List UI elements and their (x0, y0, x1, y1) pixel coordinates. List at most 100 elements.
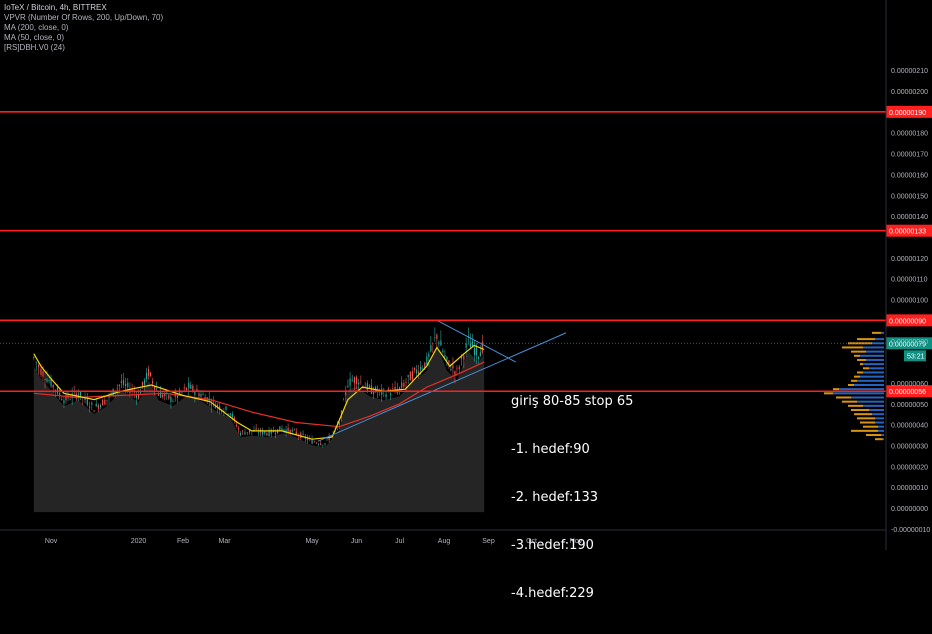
candle-body (300, 432, 302, 439)
candle-body (289, 429, 291, 435)
candle-body (385, 394, 387, 398)
symbol-title[interactable]: IoTeX / Bitcoin, 4h, BITTREX (4, 3, 107, 12)
candle-body (248, 429, 251, 433)
candle-body (99, 404, 102, 408)
candle-body (295, 431, 297, 435)
candle-body (460, 355, 463, 359)
candle-body (91, 402, 93, 405)
candle-body (114, 391, 116, 394)
volume-bar-up (863, 346, 884, 349)
candle-body (463, 355, 465, 360)
candle-body (454, 371, 456, 376)
candle-body (465, 343, 467, 348)
candle-body (181, 391, 183, 393)
candle-body (116, 388, 118, 389)
candle-body (48, 379, 50, 382)
candle-body (467, 336, 470, 337)
volume-bar-up (875, 338, 884, 341)
text-annotation[interactable]: giriş 80-85 stop 65 -1. hedef:90 -2. hed… (511, 362, 633, 634)
y-tick-label: 0.00000030 (891, 443, 928, 450)
countdown-tag (904, 350, 926, 362)
candle-body (411, 371, 414, 380)
candle-body (401, 382, 403, 388)
indicator-vpvr[interactable]: VPVR (Number Of Rows, 200, Up/Down, 70) (4, 13, 164, 22)
volume-bar-down (842, 346, 863, 349)
candle-body (185, 387, 188, 390)
level-tag (886, 314, 932, 327)
candle-body (244, 432, 246, 435)
candle-body (442, 350, 444, 353)
volume-bar-down (854, 375, 860, 378)
volume-bar-down (851, 379, 857, 382)
candle-body (214, 405, 216, 409)
candle-body (202, 393, 204, 395)
y-tick-label: 0.00000120 (891, 256, 928, 263)
candle-body (430, 345, 432, 352)
candle-body (330, 435, 332, 437)
candle-body (479, 352, 481, 357)
candle-body (160, 392, 162, 398)
y-tick-label: 0.00000050 (891, 402, 928, 409)
volume-bar-up (854, 383, 884, 386)
volume-bar-up (860, 375, 884, 378)
x-tick-label: Nov (570, 538, 583, 545)
volume-bar-down (851, 429, 878, 432)
candle-body (172, 400, 174, 402)
candle-body (106, 399, 108, 401)
volume-bar-up (881, 434, 884, 437)
volume-bar-up (839, 388, 884, 391)
candle-body (164, 393, 166, 397)
candle-body (125, 384, 127, 387)
annotation-line: -4.hedef:229 (511, 586, 594, 601)
y-tick-label: 0.00000020 (891, 464, 928, 471)
indicator-ma-50[interactable]: MA (50, close, 0) (4, 33, 65, 42)
chart-svg[interactable]: 0.0000007953:210.000001900.000001330.000… (0, 0, 932, 550)
candle-body (405, 381, 407, 383)
x-tick-label: Jun (351, 538, 362, 545)
candle-body (274, 433, 277, 434)
annotation-line: -1. hedef:90 (511, 442, 590, 457)
level-tag (886, 385, 932, 398)
horizontal-levels[interactable]: 0.00000079 53:21 0.00000190 0.00000133 0.000… (0, 105, 932, 398)
candle-body (79, 391, 82, 398)
y-tick-label: 0.00000200 (891, 89, 928, 96)
descending-trendline (436, 319, 516, 363)
x-tick-label: Oct (526, 538, 537, 545)
volume-bar-up (881, 331, 884, 334)
volume-bar-up (875, 417, 884, 420)
candle-body (394, 386, 396, 391)
volume-bar-up (833, 392, 884, 395)
level-label: 0.00000056 (889, 389, 926, 396)
candle-body (311, 439, 313, 444)
candle-body (168, 395, 170, 399)
candle-body (139, 390, 142, 394)
candle-body (52, 385, 54, 388)
candle-body (370, 385, 373, 394)
indicator-ma-200[interactable]: MA (200, close, 0) (4, 23, 69, 32)
candle-body (145, 372, 148, 380)
candle-body (428, 353, 430, 357)
candle-body (326, 438, 328, 439)
candle-body (398, 387, 401, 389)
candle-body (322, 444, 324, 446)
indicator-rs-dbh[interactable]: [RS]DBH.V0 (24) (4, 43, 65, 52)
chart-area[interactable]: 0.00000079 53:21 0.00000190 0.00000133 0.000… (0, 0, 932, 601)
candle-body (156, 388, 158, 390)
volume-bar-down (851, 350, 866, 353)
candle-body (392, 388, 394, 389)
level-label: 0.00000090 (889, 318, 926, 325)
volume-bar-down (854, 413, 872, 416)
candle-body (153, 386, 156, 390)
volume-bar-up (863, 404, 884, 407)
y-tick-label: 0.00000100 (891, 298, 928, 305)
volume-bar-up (869, 367, 884, 370)
candle-body (302, 433, 304, 435)
candle-body (198, 393, 200, 397)
candle-body (246, 432, 248, 434)
candle-body (345, 390, 347, 396)
y-tick-label: 0.00000060 (891, 381, 928, 388)
candle-body (192, 385, 194, 391)
volume-bar-down (842, 400, 857, 403)
candle-body (40, 368, 42, 376)
volume-bar-down (860, 363, 863, 366)
